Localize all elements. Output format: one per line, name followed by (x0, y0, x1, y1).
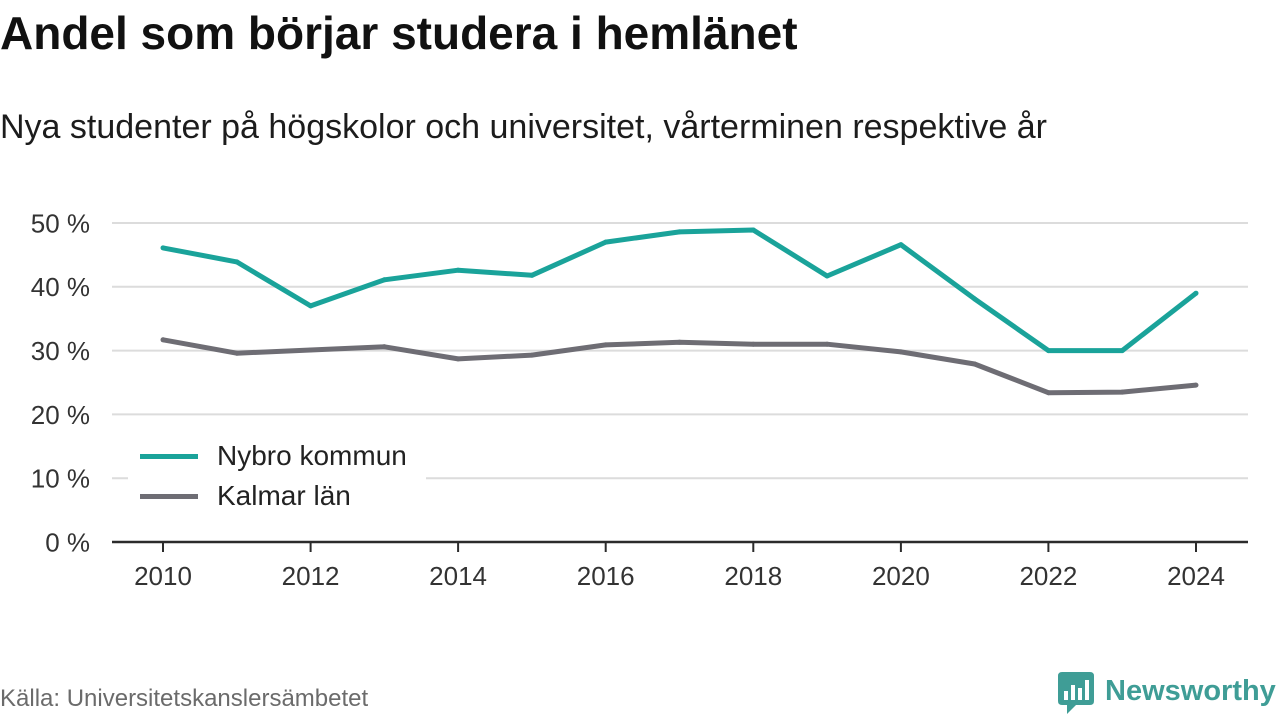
y-tick-label-20: 20 % (31, 400, 90, 430)
data-point-nybro-kommun-2010 (160, 245, 166, 251)
data-point-nybro-kommun-2024 (1193, 290, 1199, 296)
legend-swatch-nybro-kommun (140, 453, 198, 459)
data-point-nybro-kommun-2023 (1119, 348, 1125, 354)
y-axis-labels: 0 % 10 % 20 % 30 % 40 % 50 % (31, 208, 90, 557)
series-lines (160, 227, 1199, 396)
data-point-nybro-kommun-2020 (898, 242, 904, 248)
newsworthy-logo: Newsworthy (1058, 671, 1278, 715)
data-point-kalmar-lan-2017 (677, 339, 682, 345)
x-tick-label-2016: 2016 (577, 561, 635, 591)
x-tick-label-2010: 2010 (134, 561, 192, 591)
data-point-kalmar-lan-2024 (1193, 382, 1199, 388)
data-point-kalmar-lan-2012 (308, 347, 314, 353)
data-points-nybro-kommun (160, 227, 1199, 354)
legend-swatch-kalmar-lan (140, 493, 198, 499)
legend-label-kalmar-lan: Kalmar län (217, 480, 351, 511)
newsworthy-logo-icon (1058, 672, 1094, 714)
data-point-kalmar-lan-2020 (898, 349, 904, 355)
x-tick-label-2020: 2020 (872, 561, 930, 591)
source-note: Källa: Universitetskanslersämbetet (0, 685, 369, 712)
data-point-nybro-kommun-2021 (972, 296, 978, 302)
legend-label-nybro-kommun: Nybro kommun (217, 440, 407, 471)
y-tick-label-40: 40 % (31, 272, 90, 302)
chart-title: Andel som börjar studera i hemlänet (0, 7, 798, 59)
data-point-nybro-kommun-2012 (308, 303, 314, 309)
y-tick-label-50: 50 % (31, 208, 90, 238)
data-points-kalmar-lan (160, 337, 1199, 396)
x-tick-label-2012: 2012 (282, 561, 340, 591)
logo-bar (1071, 685, 1075, 700)
y-tick-label-0: 0 % (45, 527, 90, 557)
series-line-nybro-kommun (162, 227, 1198, 354)
x-tick-label-2018: 2018 (724, 561, 782, 591)
data-point-kalmar-lan-2022 (1045, 390, 1051, 396)
data-point-kalmar-lan-2010 (160, 337, 166, 343)
data-point-nybro-kommun-2014 (455, 267, 461, 273)
x-tick-label-2024: 2024 (1167, 561, 1225, 591)
data-point-nybro-kommun-2017 (677, 229, 682, 235)
logo-bar (1085, 680, 1089, 700)
x-axis: 2010 2012 2014 2016 2018 2020 2022 2024 (112, 540, 1248, 591)
legend: Nybro kommun Kalmar län (128, 436, 426, 518)
y-tick-label-10: 10 % (31, 464, 90, 494)
data-point-kalmar-lan-2019 (824, 341, 830, 347)
data-point-nybro-kommun-2011 (234, 259, 240, 265)
chart-subtitle: Nya studenter på högskolor och universit… (0, 108, 1047, 146)
logo-bar (1064, 691, 1068, 700)
data-point-nybro-kommun-2015 (529, 272, 535, 278)
data-point-kalmar-lan-2018 (750, 341, 756, 347)
data-point-kalmar-lan-2014 (455, 356, 461, 362)
logo-wordmark: Newsworthy (1105, 675, 1276, 707)
data-point-nybro-kommun-2018 (750, 227, 756, 233)
x-tick-label-2022: 2022 (1019, 561, 1077, 591)
y-tick-label-30: 30 % (31, 336, 90, 366)
data-point-nybro-kommun-2013 (381, 277, 387, 283)
data-point-kalmar-lan-2015 (529, 352, 535, 358)
data-point-kalmar-lan-2011 (234, 350, 240, 356)
data-point-kalmar-lan-2016 (603, 342, 609, 348)
data-point-kalmar-lan-2013 (381, 344, 387, 350)
logo-bar (1078, 688, 1082, 700)
data-point-nybro-kommun-2019 (824, 273, 830, 279)
data-point-nybro-kommun-2016 (603, 239, 609, 245)
data-point-kalmar-lan-2023 (1119, 389, 1125, 395)
legend-item-kalmar-lan: Kalmar län (140, 476, 351, 516)
data-point-nybro-kommun-2022 (1045, 348, 1051, 354)
data-point-kalmar-lan-2021 (972, 361, 978, 367)
legend-item-nybro-kommun: Nybro kommun (140, 436, 407, 476)
x-tick-label-2014: 2014 (429, 561, 487, 591)
